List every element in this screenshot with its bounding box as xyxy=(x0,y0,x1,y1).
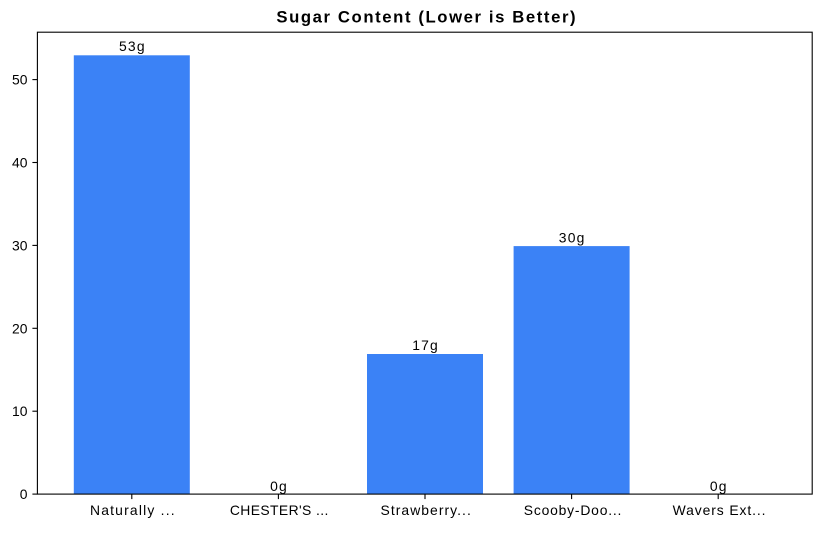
svg-text:Naturally ...: Naturally ... xyxy=(90,502,176,518)
svg-text:40: 40 xyxy=(12,155,28,171)
svg-text:0g: 0g xyxy=(710,478,728,494)
svg-text:30: 30 xyxy=(12,237,28,253)
svg-text:Wavers Ext...: Wavers Ext... xyxy=(673,502,767,518)
svg-text:0: 0 xyxy=(20,486,28,502)
svg-text:0g: 0g xyxy=(270,478,288,494)
svg-text:Strawberry...: Strawberry... xyxy=(381,502,472,518)
svg-text:Scooby-Doo...: Scooby-Doo... xyxy=(524,502,622,518)
svg-text:10: 10 xyxy=(12,403,28,419)
svg-text:50: 50 xyxy=(12,72,28,88)
svg-text:53g: 53g xyxy=(119,38,146,54)
svg-text:20: 20 xyxy=(12,320,28,336)
svg-text:Sugar Content (Lower is Better: Sugar Content (Lower is Better) xyxy=(276,7,577,26)
svg-text:CHESTER'S ...: CHESTER'S ... xyxy=(230,502,329,518)
svg-text:17g: 17g xyxy=(412,337,439,353)
svg-text:30g: 30g xyxy=(559,229,586,245)
